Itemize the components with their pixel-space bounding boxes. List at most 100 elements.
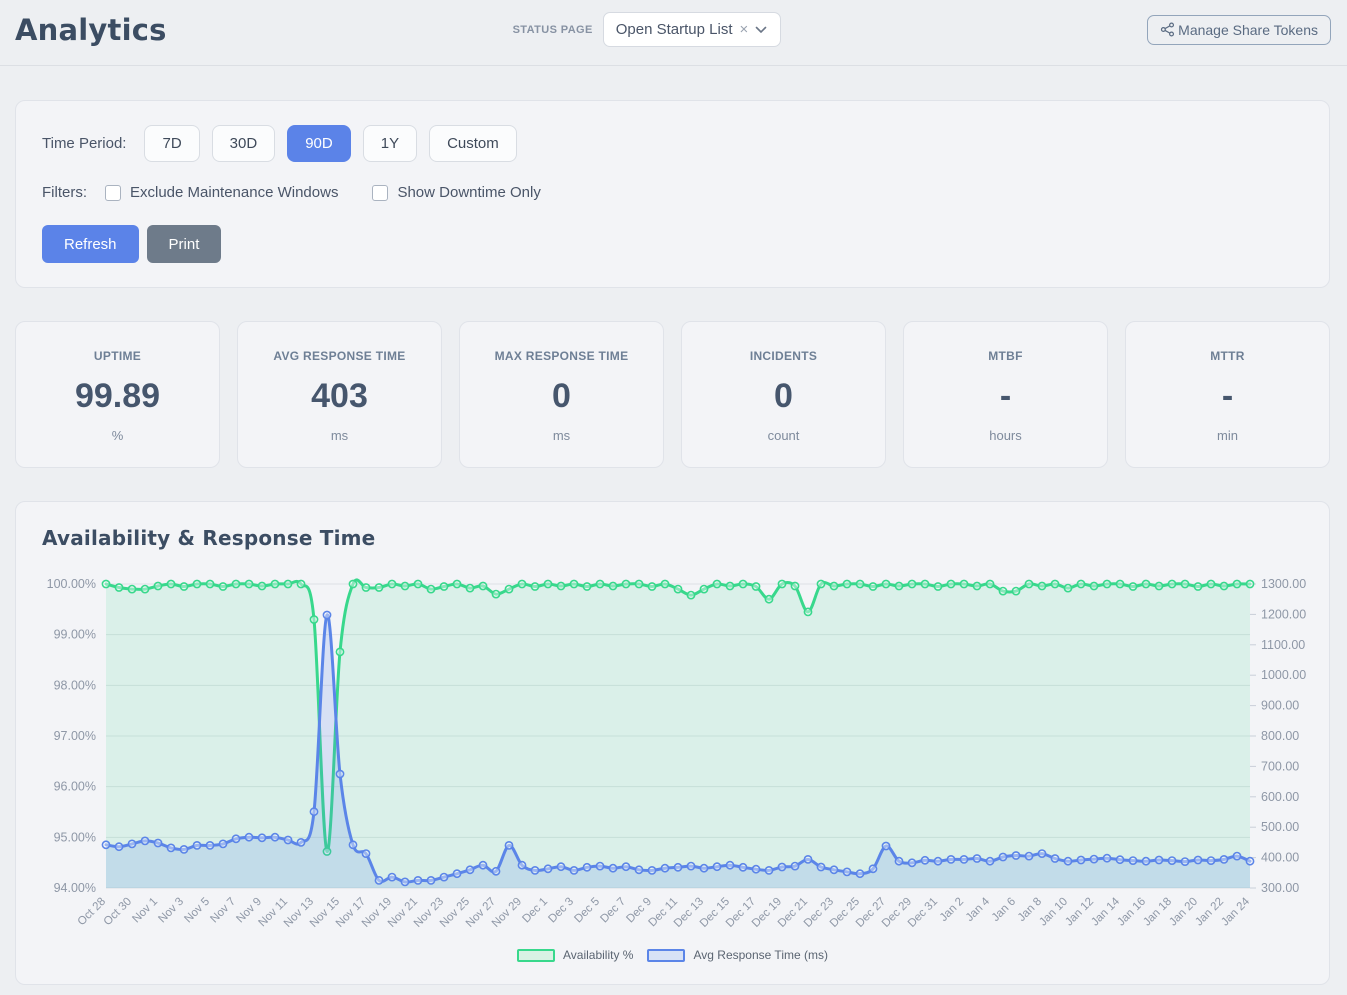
refresh-button[interactable]: Refresh <box>42 225 139 263</box>
svg-text:Dec 5: Dec 5 <box>572 896 602 926</box>
checkbox-icon[interactable] <box>372 184 389 201</box>
svg-text:Dec 1: Dec 1 <box>520 896 550 926</box>
svg-text:98.00%: 98.00% <box>54 678 96 692</box>
period-button-custom[interactable]: Custom <box>429 125 517 162</box>
svg-text:Jan 20: Jan 20 <box>1167 896 1200 929</box>
stat-value: - <box>1221 377 1234 415</box>
stat-label: MTBF <box>988 349 1023 363</box>
svg-text:96.00%: 96.00% <box>54 780 96 794</box>
svg-text:Jan 22: Jan 22 <box>1193 896 1226 929</box>
clear-selection-icon[interactable]: × <box>739 21 749 38</box>
svg-text:97.00%: 97.00% <box>54 729 96 743</box>
stat-unit: ms <box>330 428 349 443</box>
stat-card-incidents: INCIDENTS 0 count <box>681 321 886 468</box>
svg-text:Nov 3: Nov 3 <box>156 896 186 926</box>
svg-text:1300.00: 1300.00 <box>1261 577 1306 591</box>
legend-label: Availability % <box>563 948 634 962</box>
stat-unit: min <box>1217 428 1238 443</box>
svg-text:99.00%: 99.00% <box>54 628 96 642</box>
stat-value: - <box>999 377 1012 415</box>
svg-text:Oct 30: Oct 30 <box>102 896 134 928</box>
period-button-1y[interactable]: 1Y <box>362 125 418 162</box>
status-page-selector-group: STATUS PAGE Open Startup List × <box>513 12 781 47</box>
svg-text:Jan 10: Jan 10 <box>1037 896 1070 929</box>
status-page-selected-value: Open Startup List <box>615 21 733 38</box>
checkbox-exclude-maintenance-label: Exclude Maintenance Windows <box>130 184 339 201</box>
checkbox-icon[interactable] <box>105 184 121 201</box>
legend-item-availability[interactable]: Availability % <box>517 948 633 962</box>
svg-text:Dec 31: Dec 31 <box>906 896 940 930</box>
legend-item-response-time[interactable]: Avg Response Time (ms) <box>647 948 828 962</box>
checkbox-show-downtime-label: Show Downtime Only <box>397 184 541 201</box>
header-divider <box>0 65 1347 66</box>
stat-card-uptime: UPTIME 99.89 % <box>15 321 220 468</box>
filters-row: Filters: Exclude Maintenance Windows Sho… <box>42 184 1303 201</box>
svg-text:Nov 7: Nov 7 <box>208 896 238 926</box>
chart-panel: Availability & Response Time 100.00% 99.0… <box>15 501 1330 985</box>
svg-text:Jan 6: Jan 6 <box>990 896 1018 924</box>
stat-label: UPTIME <box>93 349 142 363</box>
stat-unit: hours <box>989 428 1022 443</box>
svg-text:Nov 5: Nov 5 <box>182 896 212 926</box>
svg-text:95.00%: 95.00% <box>54 830 96 844</box>
svg-text:Jan 12: Jan 12 <box>1063 896 1096 929</box>
stat-label: MAX RESPONSE TIME <box>494 349 629 363</box>
svg-text:Jan 4: Jan 4 <box>964 895 993 924</box>
top-bar: Analytics STATUS PAGE Open Startup List … <box>0 0 1347 57</box>
period-button-90d[interactable]: 90D <box>287 125 351 162</box>
status-page-select[interactable]: Open Startup List × <box>602 12 781 47</box>
time-period-row: Time Period: 7D 30D 90D 1Y Custom <box>42 125 1303 162</box>
stat-value: 0 <box>774 377 793 415</box>
page-title: Analytics <box>15 12 167 47</box>
stat-value: 403 <box>311 377 368 415</box>
stat-unit: ms <box>552 428 571 443</box>
svg-text:1000.00: 1000.00 <box>1261 668 1306 682</box>
print-button[interactable]: Print <box>146 225 222 263</box>
checkbox-show-downtime[interactable]: Show Downtime Only <box>372 184 541 201</box>
share-icon <box>1161 22 1175 37</box>
legend-label: Avg Response Time (ms) <box>693 948 828 962</box>
svg-text:Jan 2: Jan 2 <box>938 896 966 924</box>
stat-card-mtbf: MTBF - hours <box>903 321 1108 468</box>
stat-label: AVG RESPONSE TIME <box>273 349 406 363</box>
svg-text:600.00: 600.00 <box>1261 790 1299 804</box>
stat-card-max-response: MAX RESPONSE TIME 0 ms <box>459 321 664 468</box>
stat-unit: % <box>111 428 124 443</box>
svg-text:900.00: 900.00 <box>1261 699 1299 713</box>
svg-text:Jan 16: Jan 16 <box>1115 896 1148 929</box>
stat-card-avg-response: AVG RESPONSE TIME 403 ms <box>237 321 442 468</box>
svg-text:Nov 1: Nov 1 <box>130 896 160 926</box>
manage-share-tokens-button[interactable]: Manage Share Tokens <box>1147 14 1331 45</box>
filters-label: Filters: <box>42 184 87 201</box>
time-period-label: Time Period: <box>42 135 127 152</box>
chevron-down-icon <box>755 26 767 33</box>
svg-text:Dec 3: Dec 3 <box>546 896 576 926</box>
period-button-30d[interactable]: 30D <box>211 125 276 162</box>
svg-text:300.00: 300.00 <box>1261 881 1299 895</box>
manage-share-tokens-label: Manage Share Tokens <box>1178 21 1318 38</box>
response-time-swatch-icon <box>647 948 686 962</box>
svg-text:Nov 29: Nov 29 <box>490 896 524 930</box>
stat-label: MTTR <box>1210 349 1245 363</box>
svg-text:1100.00: 1100.00 <box>1261 638 1305 652</box>
availability-response-chart: 100.00% 99.00% 98.00% 97.00% 96.00% 95.00% 94.… <box>42 568 1306 962</box>
chart-legend: Availability % Avg Response Time (ms) <box>42 948 1303 962</box>
availability-swatch-icon <box>517 948 555 962</box>
svg-text:700.00: 700.00 <box>1261 759 1299 773</box>
stats-grid: UPTIME 99.89 % AVG RESPONSE TIME 403 ms … <box>15 321 1330 468</box>
stat-value: 0 <box>552 377 571 415</box>
svg-text:Oct 28: Oct 28 <box>76 896 108 928</box>
checkbox-exclude-maintenance[interactable]: Exclude Maintenance Windows <box>105 184 338 201</box>
svg-text:800.00: 800.00 <box>1261 729 1299 743</box>
svg-text:Jan 24: Jan 24 <box>1219 895 1252 928</box>
filter-panel: Time Period: 7D 30D 90D 1Y Custom Filter… <box>15 100 1330 288</box>
status-page-label: STATUS PAGE <box>512 23 593 36</box>
actions-row: Refresh Print <box>42 225 1303 263</box>
period-button-7d[interactable]: 7D <box>144 125 200 162</box>
svg-text:500.00: 500.00 <box>1261 820 1299 834</box>
chart-title: Availability & Response Time <box>42 526 376 550</box>
stat-label: INCIDENTS <box>749 349 818 363</box>
stat-value: 99.89 <box>74 377 161 415</box>
svg-text:400.00: 400.00 <box>1261 851 1299 865</box>
svg-text:100.00%: 100.00% <box>47 577 96 591</box>
